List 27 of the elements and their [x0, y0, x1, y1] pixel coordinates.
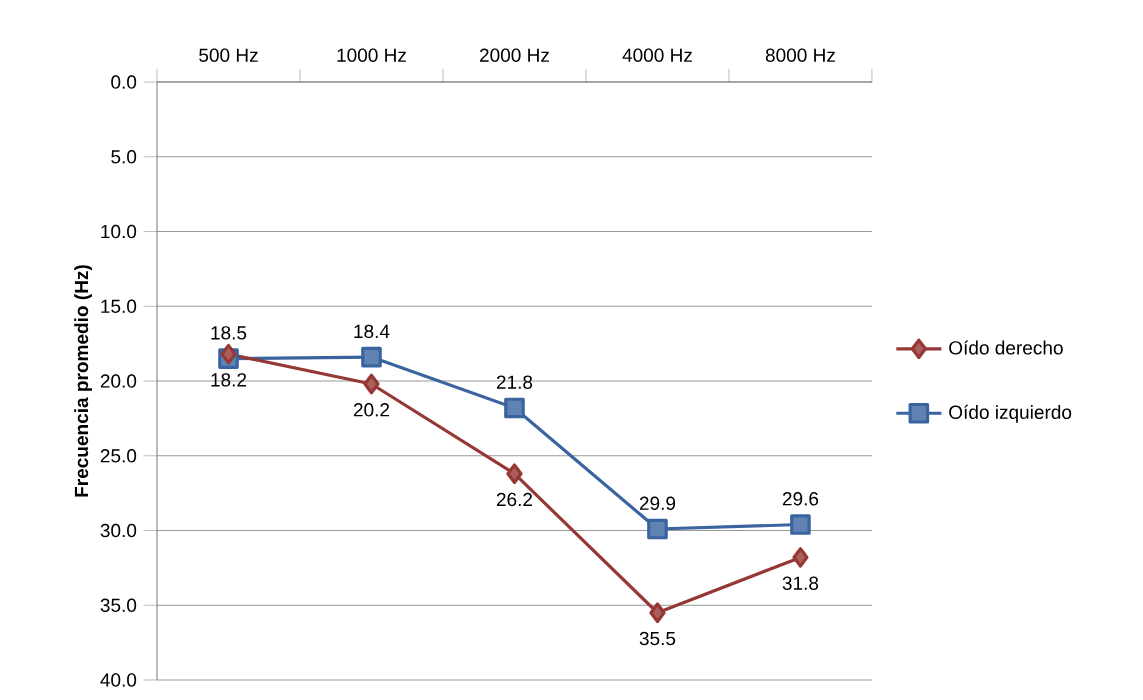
data-label: 35.5 [639, 631, 676, 646]
data-label: 18.2 [211, 373, 247, 387]
data-label: 21.8 [496, 375, 533, 389]
data-label: 18.5 [211, 326, 247, 340]
legend-label: Oído izquierdo [949, 404, 1072, 423]
y-tick-label: 20.0 [100, 374, 137, 388]
data-label: 29.6 [782, 492, 819, 506]
y-tick-label: 10.0 [101, 224, 137, 239]
x-tick-label: 1000 Hz [337, 48, 406, 62]
y-tick-label: 5.0 [111, 150, 137, 164]
y-tick-label: 40.0 [100, 673, 137, 687]
x-tick-label: 2000 Hz [480, 48, 549, 62]
data-label: 20.2 [353, 403, 390, 417]
y-tick-label: 30.0 [100, 523, 137, 538]
x-tick-label: 8000 Hz [765, 48, 835, 62]
y-axis-title: Frecuencia promedio (Hz) [74, 265, 92, 497]
data-label: 29.9 [639, 496, 676, 510]
y-tick-label: 35.0 [100, 598, 137, 612]
x-tick-label: 500 Hz [199, 48, 258, 62]
y-tick-label: 0.0 [111, 75, 137, 89]
data-label: 18.4 [354, 324, 390, 339]
y-tick-label: 25.0 [100, 449, 137, 463]
legend-label: Oído derecho [949, 340, 1063, 355]
data-label: 31.8 [782, 576, 819, 590]
y-tick-label: 15.0 [101, 299, 137, 313]
x-tick-label: 4000 Hz [622, 48, 692, 62]
data-label: 26.2 [496, 492, 533, 507]
